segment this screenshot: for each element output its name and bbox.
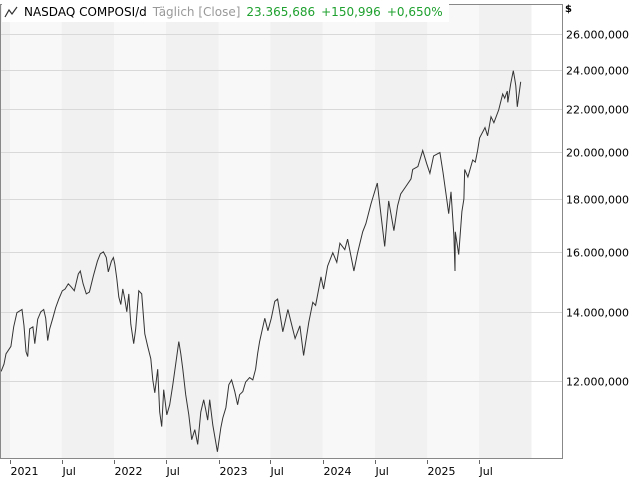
y-tick-label: 26.000,000 xyxy=(566,29,629,42)
period-band xyxy=(270,5,323,458)
x-tick-label: 2021 xyxy=(11,465,39,478)
period-band xyxy=(0,5,10,458)
price-change: +150,996 xyxy=(321,5,381,19)
price-change-percent: +0,650% xyxy=(386,5,443,19)
x-tick-label: Jul xyxy=(166,465,180,478)
x-tick-label: 2025 xyxy=(428,465,456,478)
y-tick-label: 16.000,000 xyxy=(566,247,629,260)
y-tick-label: 24.000,000 xyxy=(566,65,629,78)
period-band xyxy=(322,5,375,458)
period-band xyxy=(10,5,62,458)
period-band xyxy=(374,5,428,458)
x-tick-label: 2023 xyxy=(220,465,248,478)
period-band xyxy=(165,5,219,458)
y-tick-label: 20.000,000 xyxy=(566,147,629,160)
symbol-name[interactable]: NASDAQ COMPOSI/d xyxy=(24,5,147,19)
currency-label: $ xyxy=(565,4,572,15)
x-tick-label: 2024 xyxy=(324,465,352,478)
y-tick-label: 14.000,000 xyxy=(566,307,629,320)
series-line xyxy=(0,70,522,452)
period-bands xyxy=(0,5,532,458)
x-tick-label: Jul xyxy=(479,465,493,478)
chart-mode[interactable]: Täglich [Close] xyxy=(152,5,241,19)
grid-lines xyxy=(0,34,562,382)
y-tick-label: 18.000,000 xyxy=(566,194,629,207)
line-chart-icon xyxy=(4,6,18,18)
period-band xyxy=(479,5,532,458)
x-tick-label: Jul xyxy=(62,465,76,478)
period-band xyxy=(218,5,271,458)
x-axis[interactable]: 2021 Jul 2022 Jul 2023 Jul 2024 Jul 2025 Jul xyxy=(10,460,493,478)
x-tick-label: 2022 xyxy=(115,465,143,478)
x-tick-label: Jul xyxy=(375,465,389,478)
y-axis[interactable]: 26.000,000 24.000,000 22.000,000 20.000,000… xyxy=(566,29,629,389)
y-tick-label: 12.000,000 xyxy=(566,376,629,389)
period-band xyxy=(114,5,166,458)
x-tick-label: Jul xyxy=(270,465,284,478)
chart-header: NASDAQ COMPOSI/d Täglich [Close] 23.365,… xyxy=(2,2,449,22)
y-tick-label: 22.000,000 xyxy=(566,104,629,117)
last-price: 23.365,686 xyxy=(246,5,316,19)
period-band xyxy=(61,5,115,458)
